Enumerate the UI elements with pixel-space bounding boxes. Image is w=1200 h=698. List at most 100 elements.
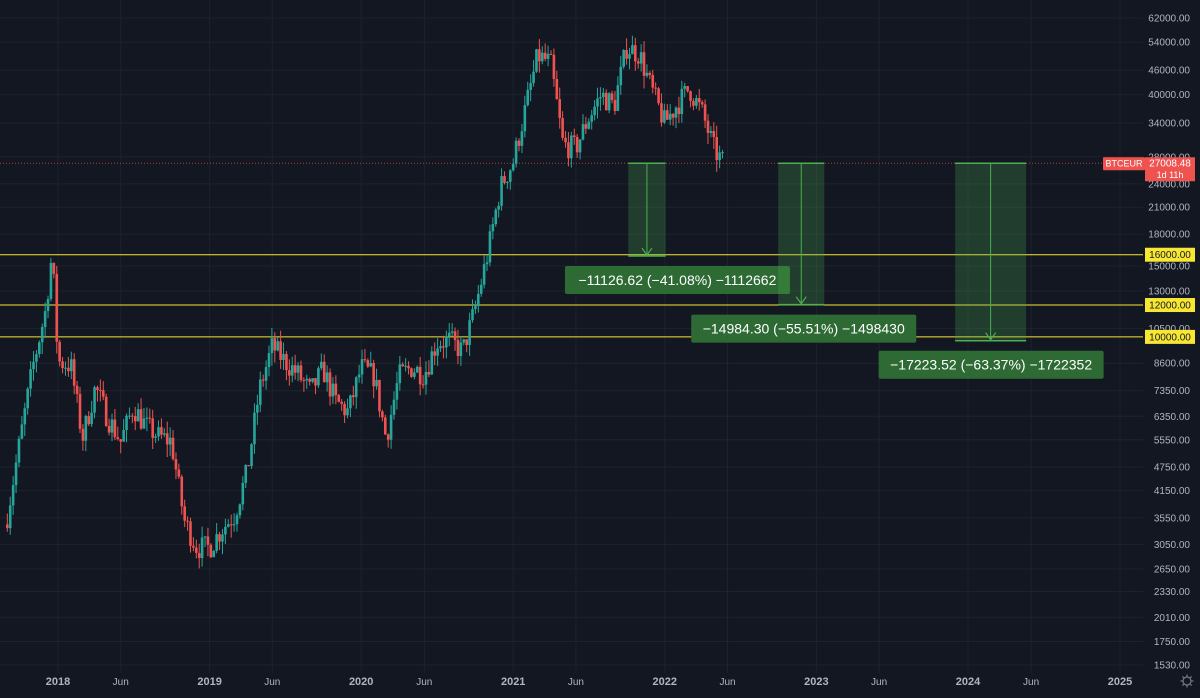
level-price-badge: 10000.00 bbox=[1145, 329, 1195, 344]
candle-body bbox=[485, 262, 489, 265]
candle bbox=[366, 358, 370, 369]
candle bbox=[154, 433, 157, 443]
measure-label-text: −11126.62 (−41.08%) −1112662 bbox=[579, 272, 777, 288]
candle-body bbox=[209, 544, 213, 558]
candle bbox=[279, 330, 282, 369]
time-tick-label: 2018 bbox=[46, 676, 70, 688]
price-tick-label: 21000.00 bbox=[1148, 203, 1190, 214]
candle bbox=[17, 435, 21, 468]
candle bbox=[462, 338, 466, 346]
candle-body bbox=[500, 176, 503, 206]
candle-body bbox=[529, 83, 532, 90]
candle bbox=[604, 89, 608, 111]
candle bbox=[273, 332, 277, 363]
time-tick-label: Jun bbox=[871, 677, 887, 688]
measure-tool-1[interactable]: −11126.62 (−41.08%) −1112662 bbox=[564, 162, 790, 295]
candle bbox=[148, 408, 152, 424]
candle-body bbox=[654, 87, 657, 89]
candle bbox=[628, 47, 631, 70]
candle bbox=[354, 376, 358, 409]
candle bbox=[567, 132, 570, 167]
horizontal-levels bbox=[0, 254, 1143, 338]
price-tick-label: 4750.00 bbox=[1154, 462, 1191, 473]
candle-body bbox=[395, 383, 399, 400]
candle-body bbox=[148, 417, 152, 419]
candle bbox=[631, 35, 634, 55]
candle bbox=[401, 362, 405, 367]
candle bbox=[610, 90, 614, 104]
price-tick-label: 7350.00 bbox=[1154, 386, 1191, 397]
candle-body bbox=[183, 506, 186, 521]
candle-body bbox=[447, 332, 451, 337]
candle bbox=[119, 439, 123, 454]
gear-icon-ring bbox=[1182, 676, 1192, 686]
candle-body bbox=[575, 137, 579, 153]
price-tick-label: 40000.00 bbox=[1148, 90, 1190, 101]
candle bbox=[706, 114, 710, 145]
candle-body bbox=[302, 380, 306, 382]
time-axis[interactable]: 2018 Jun 2019 Jun 2020 Jun 2021 Jun 2022 Jun 2023 J… bbox=[46, 674, 1194, 689]
candle-body bbox=[599, 97, 602, 99]
candle bbox=[253, 403, 256, 454]
candle bbox=[128, 407, 131, 420]
candle bbox=[488, 224, 492, 267]
candle-body bbox=[264, 367, 268, 381]
measure-tool-3[interactable]: −17223.52 (−63.37%) −1722352 bbox=[878, 162, 1104, 379]
candle bbox=[61, 356, 64, 374]
candle bbox=[392, 391, 396, 420]
candle bbox=[712, 122, 716, 149]
candle-body bbox=[709, 131, 713, 133]
candle bbox=[340, 399, 343, 412]
price-axis[interactable]: 62000.00 54000.00 46000.00 40000.00 34000.00… bbox=[1148, 14, 1190, 672]
candle-body bbox=[72, 359, 76, 386]
candle bbox=[343, 401, 346, 424]
candle bbox=[189, 517, 192, 553]
candle-body bbox=[671, 113, 675, 118]
candle bbox=[325, 365, 329, 392]
candle bbox=[657, 87, 660, 106]
candle bbox=[180, 474, 184, 515]
candle-body bbox=[67, 367, 70, 372]
candle-body bbox=[279, 341, 282, 360]
candle-body bbox=[442, 346, 445, 348]
candle-body bbox=[631, 45, 634, 55]
price-tick-label: 13000.00 bbox=[1148, 287, 1190, 298]
candle-body bbox=[648, 72, 652, 75]
price-tick-label: 5550.00 bbox=[1154, 435, 1191, 446]
candle bbox=[596, 87, 599, 119]
candle-body bbox=[465, 339, 468, 346]
candle bbox=[503, 171, 506, 185]
candle-body bbox=[439, 346, 442, 349]
candle bbox=[165, 421, 169, 458]
candle bbox=[276, 336, 280, 352]
measure-tool-2[interactable]: −14984.30 (−55.51%) −1498430 bbox=[691, 162, 917, 343]
gear-icon[interactable] bbox=[1180, 674, 1194, 688]
candle-body bbox=[488, 231, 492, 263]
candle bbox=[349, 394, 352, 418]
candle bbox=[346, 398, 349, 419]
candle bbox=[642, 41, 646, 89]
candle-body bbox=[692, 100, 695, 106]
candle-body bbox=[288, 370, 291, 376]
candle-body bbox=[363, 359, 367, 361]
candle-body bbox=[186, 520, 189, 522]
candle-body bbox=[668, 113, 672, 120]
candle-body bbox=[357, 374, 361, 378]
candle-body bbox=[636, 61, 640, 64]
candle-body bbox=[328, 372, 332, 397]
candle-body bbox=[104, 396, 108, 426]
measurements[interactable]: −11126.62 (−41.08%) −1112662 −14984.30 (−… bbox=[564, 162, 1104, 379]
candle-body bbox=[69, 359, 73, 372]
candle-body bbox=[133, 416, 137, 422]
candle bbox=[334, 375, 338, 405]
candle bbox=[572, 128, 576, 145]
candle-body bbox=[276, 341, 280, 351]
candle-body bbox=[584, 124, 588, 129]
candle bbox=[139, 398, 143, 431]
candle bbox=[625, 38, 628, 65]
candle-body bbox=[514, 140, 518, 164]
candle-body bbox=[107, 425, 111, 433]
